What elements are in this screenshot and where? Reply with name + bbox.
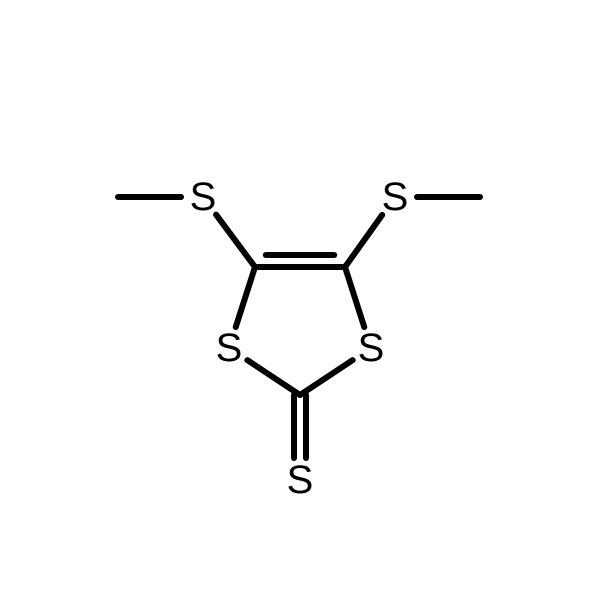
atom-label-s: S [382, 175, 409, 219]
bond-layer [118, 197, 480, 458]
bond-line [247, 360, 300, 395]
bond-line [236, 267, 255, 327]
bond-line [345, 215, 382, 267]
molecule-canvas: S S S S S [0, 0, 600, 600]
atom-label-s: S [216, 326, 243, 370]
atom-label-s: S [287, 458, 314, 502]
bond-line [345, 267, 364, 327]
bond-line [216, 215, 255, 267]
bond-line [300, 360, 353, 395]
atom-label-s: S [358, 326, 385, 370]
atom-label-s: S [190, 175, 217, 219]
